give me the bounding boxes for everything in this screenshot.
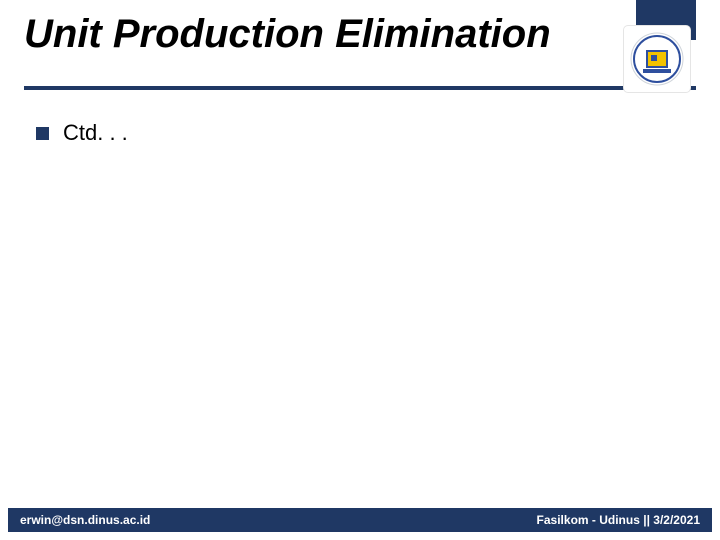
slide-title: Unit Production Elimination [24,12,696,57]
title-underline [24,86,696,90]
logo-icon [629,31,685,87]
bullet-marker [36,127,49,140]
footer-email: erwin@dsn.dinus.ac.id [20,513,150,527]
bullet-item: Ctd. . . [36,120,684,146]
university-logo [624,26,690,92]
footer-bar: erwin@dsn.dinus.ac.id Fasilkom - Udinus … [8,508,712,532]
bullet-text: Ctd. . . [63,120,128,146]
title-region: Unit Production Elimination [24,12,696,88]
footer-meta: Fasilkom - Udinus || 3/2/2021 [537,513,700,527]
slide: Unit Production Elimination Ctd. . . erw… [0,0,720,540]
content-area: Ctd. . . [36,120,684,146]
